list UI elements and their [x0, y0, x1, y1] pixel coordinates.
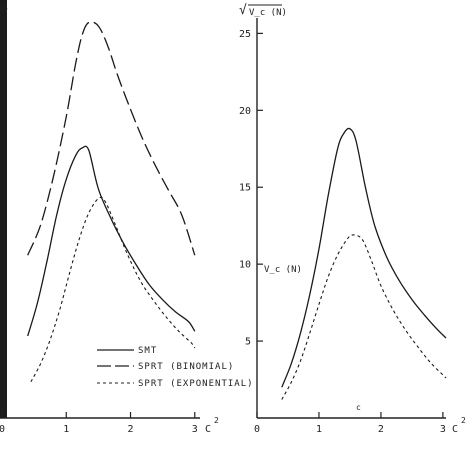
right-y-tick-label: 15	[239, 183, 251, 194]
left-edge-text: N)	[0, 5, 8, 13]
right-inner-y-label: V_c (N)	[264, 265, 302, 275]
left-x-ticks: 0 1 2 3	[0, 412, 198, 435]
right-y-ticks: 5 10 15 20 25	[239, 29, 263, 348]
right-y-tick-label: 5	[245, 337, 251, 348]
right-x-ticks: 0 1 2 3	[254, 412, 446, 435]
right-y-tick-label: 10	[239, 260, 251, 271]
left-chart-panel: 0 1 2 3 C 2 SMT SPRT (BINOMIAL) SPRT (EXPON…	[0, 21, 254, 435]
right-y-axis-radical: √	[239, 3, 247, 18]
right-y-axis-title: V_c (N)	[249, 8, 287, 18]
right-y-tick-label: 20	[239, 106, 251, 117]
left-x-tick-label: 3	[192, 424, 198, 435]
left-x-tick-label: 0	[0, 424, 5, 435]
left-series-solid-line	[27, 145, 196, 337]
left-x-axis-label-exponent: 2	[214, 416, 219, 425]
right-x-tick-label: 1	[316, 424, 322, 435]
left-x-tick-label: 1	[63, 424, 69, 435]
legend-label-smt: SMT	[138, 346, 157, 356]
left-series-group	[27, 21, 196, 383]
right-inner-x-label: c	[356, 403, 361, 412]
legend-label-sprt-exponential: SPRT (EXPONENTIAL)	[138, 379, 254, 389]
left-series-short-dash-line	[30, 196, 196, 383]
right-x-tick-label: 2	[378, 424, 384, 435]
right-series-group	[281, 127, 447, 400]
legend-label-sprt-binomial: SPRT (BINOMIAL)	[138, 362, 234, 372]
right-y-tick-label: 25	[239, 29, 251, 40]
legend: SMT SPRT (BINOMIAL) SPRT (EXPONENTIAL)	[97, 346, 254, 389]
left-x-axis-label: C	[205, 424, 211, 435]
right-chart-panel: 0 1 2 3 5 10 15 20 25 C 2 √ V_c (N) V_c (N) c	[239, 3, 466, 435]
right-x-tick-label: 3	[440, 424, 446, 435]
left-x-tick-label: 2	[128, 424, 134, 435]
right-x-tick-label: 0	[254, 424, 260, 435]
right-x-axis-label: C	[452, 424, 458, 435]
right-series-solid-line	[281, 127, 447, 388]
right-x-axis-label-exponent: 2	[461, 416, 466, 425]
left-edge-strip	[0, 0, 7, 418]
left-series-long-dash-line	[27, 21, 196, 256]
